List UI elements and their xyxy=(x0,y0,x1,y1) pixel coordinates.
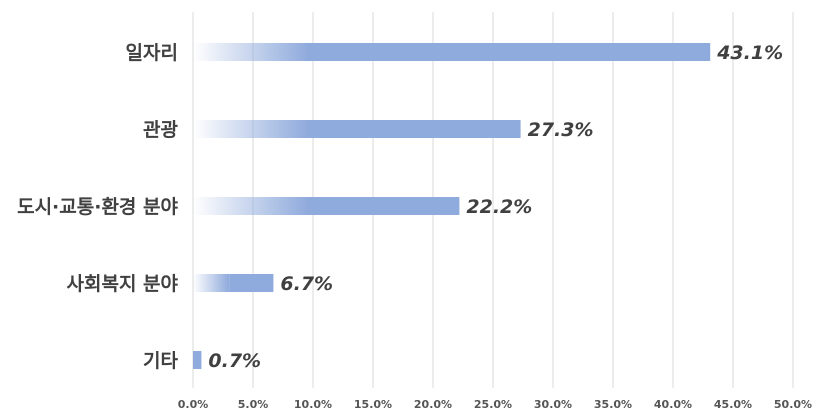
category-label: 사회복지 분야 xyxy=(67,273,179,295)
category-label: 관광 xyxy=(143,119,178,141)
category-label: 기타 xyxy=(143,350,178,372)
x-tick-label: 50.0% xyxy=(774,398,812,411)
bar-solid xyxy=(308,43,711,61)
bar-fade xyxy=(193,197,308,215)
bar xyxy=(193,43,711,61)
bar-fade xyxy=(193,120,308,138)
x-tick-label: 30.0% xyxy=(534,398,572,411)
bar xyxy=(193,120,521,138)
value-labels: 43.1% 27.3% 22.2% 6.7% 0.7% xyxy=(208,42,783,372)
bar-solid xyxy=(193,351,202,369)
bar-solid xyxy=(308,197,460,215)
x-tick-label: 20.0% xyxy=(414,398,452,411)
value-label: 27.3% xyxy=(528,119,594,141)
bar-fade xyxy=(193,274,230,292)
bar-solid xyxy=(308,120,521,138)
value-label: 0.7% xyxy=(208,350,261,372)
x-tick-label: 40.0% xyxy=(654,398,692,411)
category-label: 도시·교통·환경 분야 xyxy=(17,196,178,218)
x-tick-label: 15.0% xyxy=(354,398,392,411)
x-tick-label: 0.0% xyxy=(178,398,209,411)
x-tick-label: 45.0% xyxy=(714,398,752,411)
x-tick-label: 25.0% xyxy=(474,398,512,411)
bars xyxy=(193,43,711,369)
x-axis-tick-labels: 0.0% 5.0% 10.0% 15.0% 20.0% 25.0% 30.0% 35.0% 40… xyxy=(178,398,812,411)
value-label: 43.1% xyxy=(716,42,783,64)
bar-solid xyxy=(229,274,274,292)
bar xyxy=(193,351,202,369)
x-tick-label: 35.0% xyxy=(594,398,632,411)
x-tick-label: 10.0% xyxy=(294,398,332,411)
bar xyxy=(193,274,274,292)
value-label: 6.7% xyxy=(280,273,333,295)
bar-fade xyxy=(193,43,308,61)
category-label: 일자리 xyxy=(126,42,178,64)
value-label: 22.2% xyxy=(466,196,532,218)
bar xyxy=(193,197,460,215)
x-tick-label: 5.0% xyxy=(238,398,269,411)
